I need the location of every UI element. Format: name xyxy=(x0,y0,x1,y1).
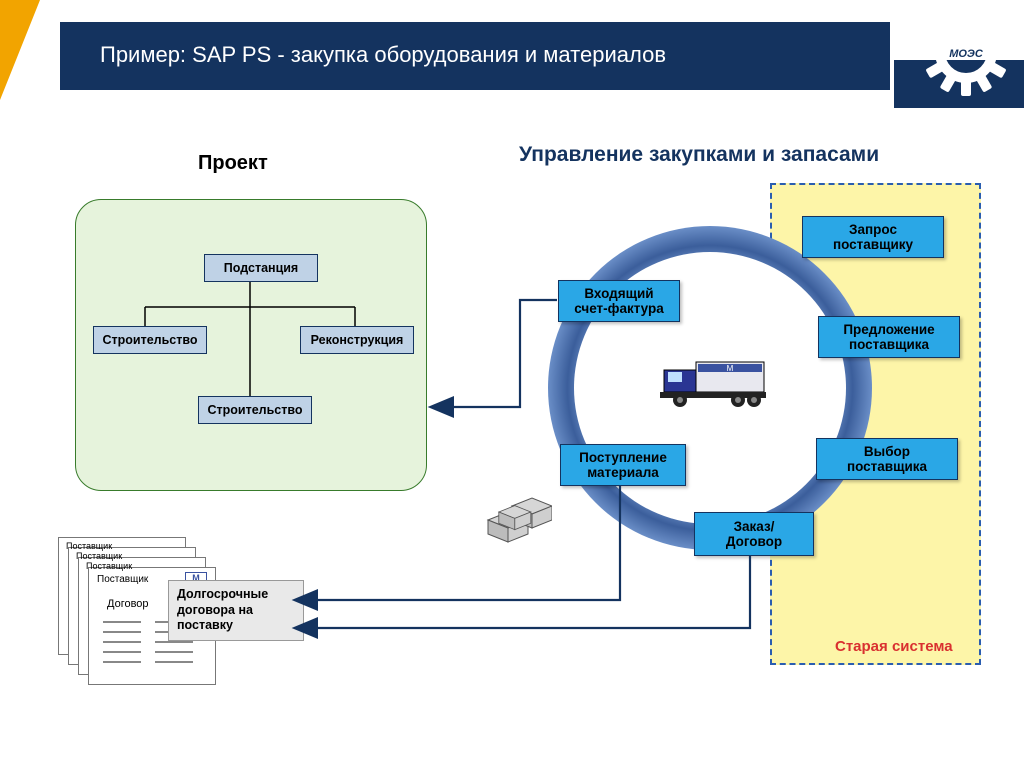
truck-icon: M xyxy=(650,354,770,414)
long-term-label: Долгосрочные договора на поставку xyxy=(168,580,304,641)
doc-title-back: Поставщик xyxy=(76,551,122,561)
doc-sub: Договор xyxy=(107,598,149,610)
cycle-request: Запрос поставщику xyxy=(802,216,944,258)
doc-title-back: Поставщик xyxy=(66,541,112,551)
logo-text: МОЭС xyxy=(949,48,984,60)
cycle-receipt: Поступление материала xyxy=(560,444,686,486)
project-title: Проект xyxy=(198,152,268,175)
tree-bottom: Строительство xyxy=(198,396,312,424)
tree-root: Подстанция xyxy=(204,254,318,282)
doc-title: Поставщик xyxy=(97,574,148,585)
cycle-invoice: Входящий счет-фактура xyxy=(558,280,680,322)
page-title: Пример: SAP PS - закупка оборудования и … xyxy=(60,22,890,88)
cycle-select: Выбор поставщика xyxy=(816,438,958,480)
logo: МОЭС xyxy=(922,8,1010,101)
cycle-order: Заказ/ Договор xyxy=(694,512,814,556)
tree-right: Реконструкция xyxy=(300,326,414,354)
procurement-title: Управление закупками и запасами xyxy=(519,143,879,167)
doc-title-back: Поставщик xyxy=(86,561,132,571)
cycle-offer: Предложение поставщика xyxy=(818,316,960,358)
slide: Пример: SAP PS - закупка оборудования и … xyxy=(0,0,1024,768)
old-system-label: Старая система xyxy=(835,638,953,655)
boxes-icon xyxy=(482,490,552,546)
tree-left: Строительство xyxy=(93,326,207,354)
accent-corner xyxy=(0,0,40,100)
svg-text:M: M xyxy=(727,364,734,373)
header-bar: Пример: SAP PS - закупка оборудования и … xyxy=(60,22,890,90)
